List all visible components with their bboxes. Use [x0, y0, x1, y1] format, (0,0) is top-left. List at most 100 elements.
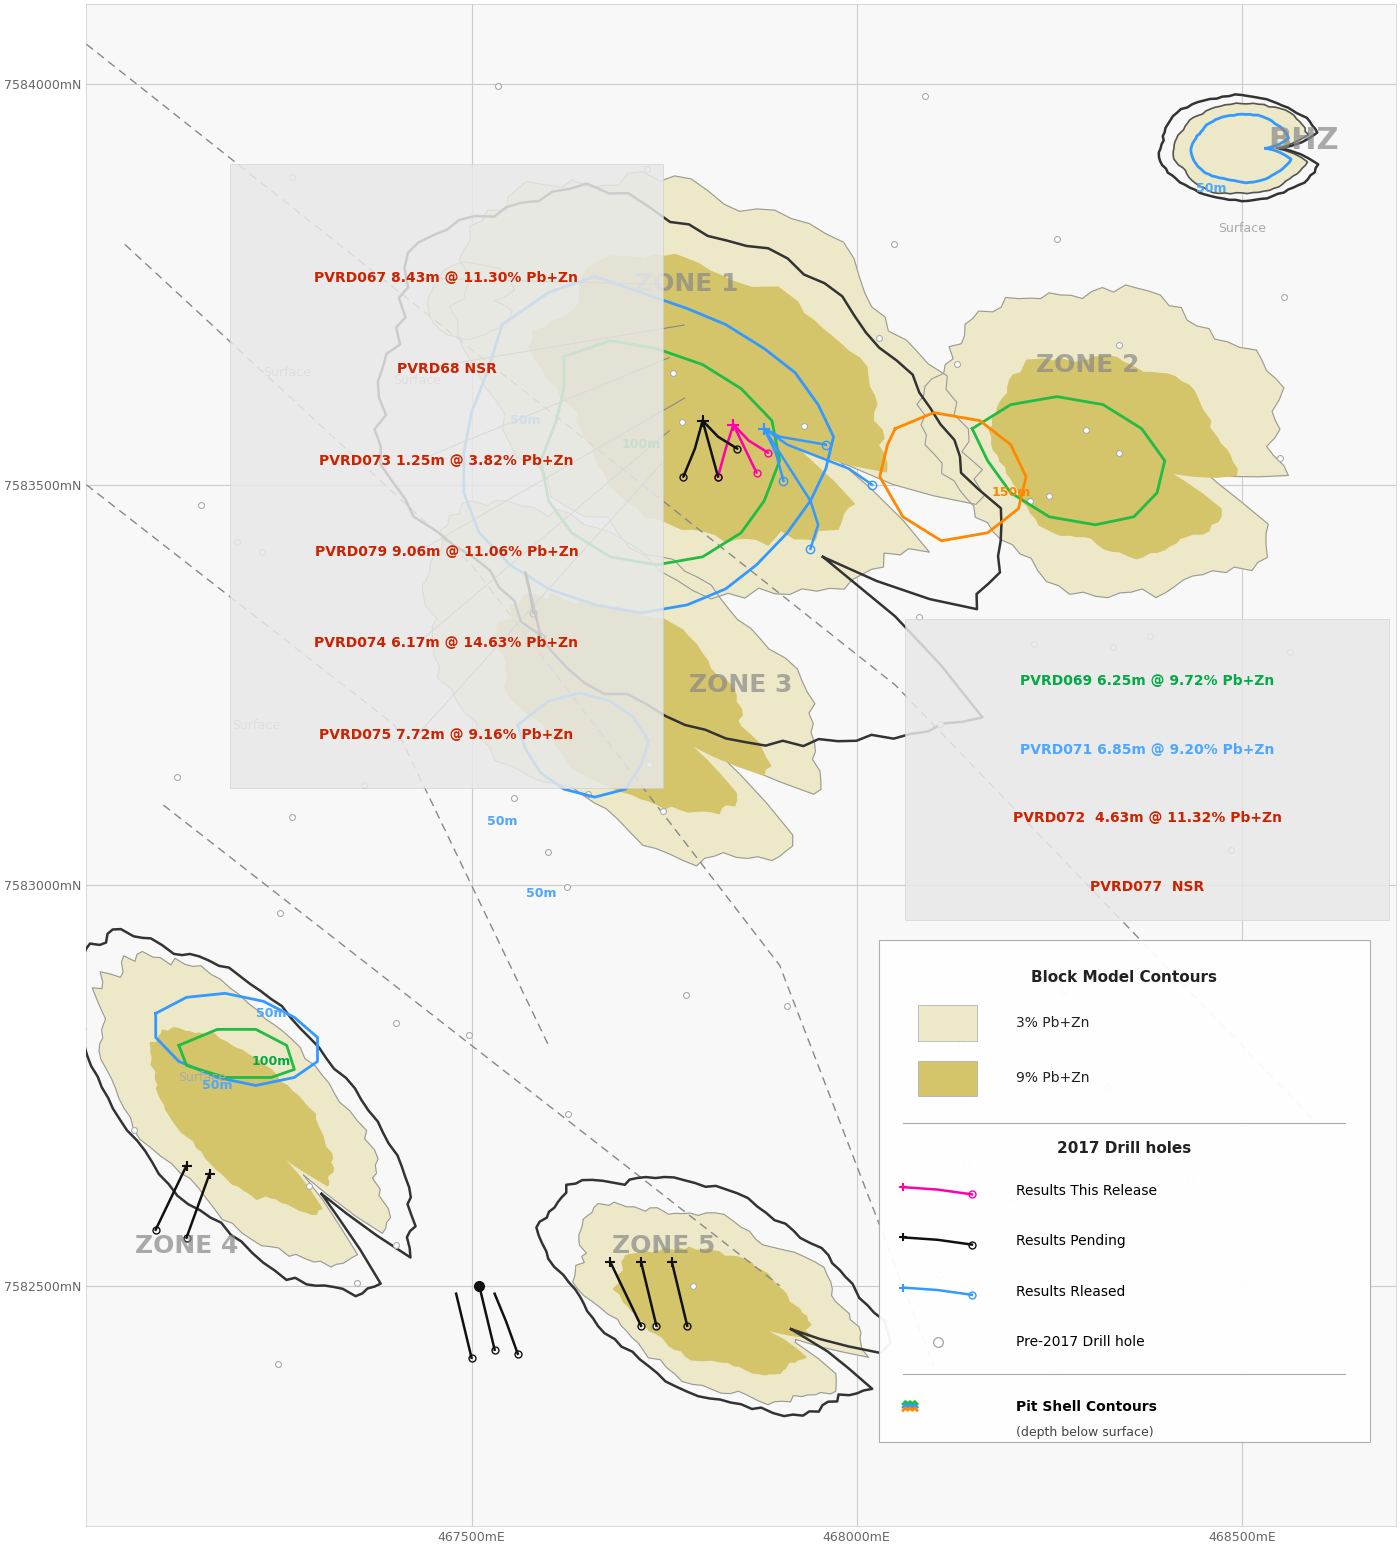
FancyBboxPatch shape [879, 940, 1369, 1443]
Polygon shape [493, 593, 771, 814]
Polygon shape [1173, 104, 1309, 194]
Point [792, 413, 815, 438]
Point [298, 1173, 321, 1198]
Bar [918, 1060, 977, 1096]
Point [868, 327, 890, 351]
Point [907, 605, 930, 630]
Text: 50m: 50m [1196, 181, 1226, 195]
Point [1096, 1074, 1119, 1099]
Point [1138, 624, 1161, 649]
Text: (depth below surface): (depth below surface) [1016, 1426, 1154, 1438]
Point [1107, 333, 1130, 358]
Point [1221, 837, 1243, 862]
Point [577, 782, 599, 807]
Point [458, 1023, 480, 1048]
Text: 50m: 50m [487, 814, 518, 828]
FancyBboxPatch shape [231, 164, 662, 788]
Point [662, 361, 685, 385]
Text: ZONE 5: ZONE 5 [612, 1234, 715, 1257]
Text: 50m: 50m [525, 887, 556, 899]
Polygon shape [423, 500, 820, 865]
Point [1043, 1362, 1065, 1387]
Text: Results This Release: Results This Release [1016, 1184, 1156, 1198]
Text: PVRD077  NSR: PVRD077 NSR [1091, 879, 1204, 893]
Text: 100m: 100m [252, 1054, 291, 1068]
Polygon shape [917, 285, 1288, 598]
Point [675, 983, 697, 1008]
Point [1053, 977, 1075, 1002]
Point [1002, 1186, 1025, 1211]
Polygon shape [449, 172, 984, 599]
Point [385, 1232, 407, 1257]
Point [643, 1314, 665, 1339]
Point [190, 492, 213, 517]
Point [1268, 446, 1291, 471]
Point [956, 1153, 979, 1178]
Text: PVRD069 6.25m @ 9.72% Pb+Zn: PVRD069 6.25m @ 9.72% Pb+Zn [1021, 675, 1274, 689]
Point [556, 875, 578, 899]
Point [167, 765, 189, 789]
Point [280, 805, 302, 830]
Polygon shape [990, 356, 1238, 559]
Text: 50m: 50m [256, 1006, 287, 1020]
Point [123, 1118, 146, 1142]
Point [651, 799, 673, 824]
Text: ZONE 1: ZONE 1 [636, 272, 739, 297]
Text: ZONE 4: ZONE 4 [134, 1234, 238, 1257]
Point [353, 772, 375, 797]
Text: BHZ: BHZ [1268, 125, 1338, 155]
Text: PVRD074 6.17m @ 14.63% Pb+Zn: PVRD074 6.17m @ 14.63% Pb+Zn [315, 636, 578, 650]
Text: Surface: Surface [1218, 221, 1266, 235]
Text: 100m: 100m [622, 438, 661, 450]
Text: Surface: Surface [263, 367, 311, 379]
Point [776, 994, 798, 1019]
Point [266, 1351, 288, 1376]
Polygon shape [613, 1248, 811, 1375]
Text: 50m: 50m [510, 415, 540, 427]
Text: Block Model Contours: Block Model Contours [1032, 971, 1217, 985]
Text: PVRD071 6.85m @ 9.20% Pb+Zn: PVRD071 6.85m @ 9.20% Pb+Zn [1019, 743, 1274, 757]
Text: PVRD067 8.43m @ 11.30% Pb+Zn: PVRD067 8.43m @ 11.30% Pb+Zn [315, 271, 578, 285]
Point [269, 901, 291, 926]
Point [340, 536, 363, 560]
Text: Results Pending: Results Pending [1016, 1234, 1126, 1248]
Text: Surface: Surface [178, 1071, 225, 1084]
Point [538, 841, 560, 865]
Polygon shape [150, 1028, 333, 1215]
Polygon shape [573, 1203, 868, 1404]
Text: 9% Pb+Zn: 9% Pb+Zn [1016, 1071, 1089, 1085]
Point [487, 74, 510, 99]
Text: PVRD073 1.25m @ 3.82% Pb+Zn: PVRD073 1.25m @ 3.82% Pb+Zn [319, 454, 574, 467]
Point [946, 351, 969, 376]
Point [928, 1262, 951, 1286]
Point [1180, 1166, 1203, 1190]
Bar [918, 1005, 977, 1040]
Point [1102, 635, 1124, 659]
Text: ZONE 2: ZONE 2 [1036, 353, 1140, 376]
Text: Pre-2017 Drill hole: Pre-2017 Drill hole [1016, 1334, 1145, 1348]
Point [671, 410, 693, 435]
Point [1075, 418, 1098, 443]
Point [636, 156, 658, 181]
Point [682, 1274, 704, 1299]
Point [385, 1011, 407, 1036]
Point [913, 84, 935, 108]
Text: 3% Pb+Zn: 3% Pb+Zn [1016, 1015, 1089, 1029]
Point [1053, 980, 1075, 1005]
Text: PVRD68 NSR: PVRD68 NSR [396, 362, 497, 376]
Point [1278, 639, 1301, 664]
Point [1019, 489, 1042, 514]
Point [280, 164, 302, 189]
Text: PVRD075 7.72m @ 9.16% Pb+Zn: PVRD075 7.72m @ 9.16% Pb+Zn [319, 728, 574, 741]
Point [503, 786, 525, 811]
Polygon shape [92, 952, 391, 1268]
Text: Results Rleased: Results Rleased [1016, 1285, 1126, 1299]
Text: PVRD079 9.06m @ 11.06% Pb+Zn: PVRD079 9.06m @ 11.06% Pb+Zn [315, 545, 578, 559]
Point [930, 711, 952, 735]
Point [1046, 228, 1068, 252]
Text: 150m: 150m [991, 486, 1030, 500]
Text: ZONE 3: ZONE 3 [689, 673, 792, 697]
Point [556, 1101, 578, 1125]
Polygon shape [529, 254, 886, 545]
Point [949, 1031, 972, 1056]
